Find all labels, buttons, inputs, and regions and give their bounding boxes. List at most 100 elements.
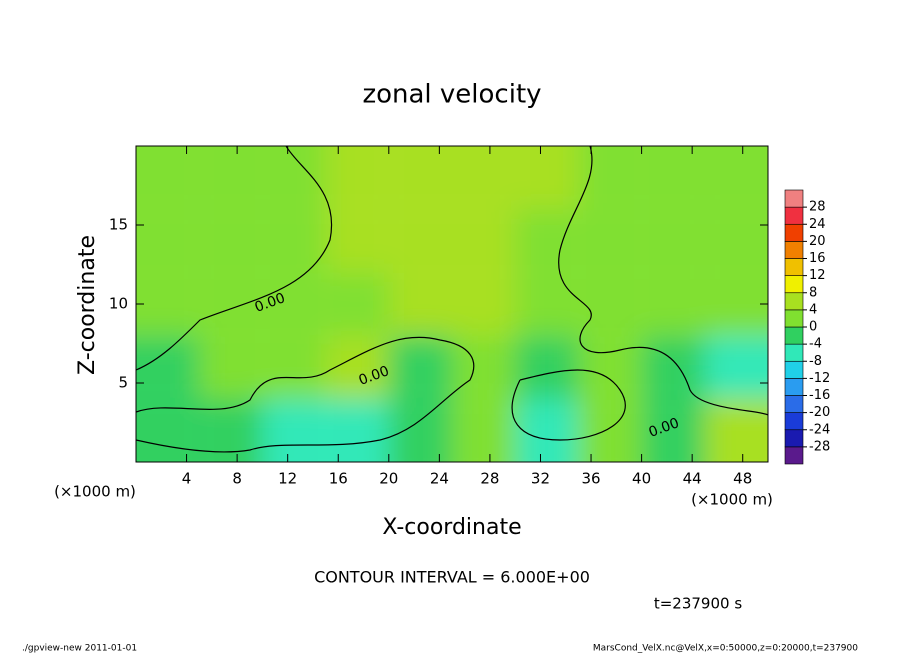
y-tick-label: 15 — [109, 216, 128, 234]
x-tick-label: 40 — [632, 470, 651, 488]
cell — [262, 398, 326, 462]
cell — [515, 272, 579, 336]
cell — [641, 272, 705, 336]
contour-line — [558, 146, 768, 416]
cell — [704, 272, 768, 336]
colorbar-box — [784, 309, 804, 328]
colorbar-box — [784, 378, 804, 396]
colorbar-box — [784, 412, 804, 431]
cell — [641, 398, 705, 462]
colorbar-label: 20 — [809, 234, 826, 249]
colorbar-box — [784, 206, 804, 225]
cell — [199, 209, 263, 273]
y-tick-label: 5 — [118, 374, 128, 392]
cell — [452, 272, 516, 336]
colorbar-label: 12 — [809, 268, 826, 283]
cell — [452, 398, 516, 462]
cell — [325, 146, 389, 210]
x-tick-label: 16 — [329, 470, 348, 488]
field — [136, 146, 768, 462]
chart-title: zonal velocity — [362, 80, 541, 110]
cell — [388, 398, 452, 462]
colorbar-box — [784, 241, 804, 259]
colorbar-label: -24 — [809, 422, 830, 437]
cell — [388, 335, 452, 399]
x-tick-label: 12 — [278, 470, 297, 488]
cell — [325, 209, 389, 273]
cell — [578, 209, 642, 273]
cell — [515, 146, 579, 210]
colorbar-label: -28 — [809, 439, 830, 454]
y-axis-label: Z-coordinate — [75, 235, 100, 375]
cell — [452, 335, 516, 399]
cell — [578, 398, 642, 462]
colorbar-box — [784, 189, 804, 208]
cell — [515, 398, 579, 462]
cell — [704, 335, 768, 399]
x-tick-label: 32 — [531, 470, 550, 488]
colorbar-label: -20 — [809, 405, 830, 420]
colorbar-box — [784, 223, 804, 242]
colorbar-label: 8 — [809, 285, 817, 300]
cell — [199, 146, 263, 210]
cell — [388, 272, 452, 336]
cells — [136, 146, 768, 462]
colorbar-label: 28 — [809, 200, 826, 215]
x-tick-label: 24 — [430, 470, 449, 488]
footer-right: MarsCond_VelX.nc@VelX,x=0:50000,z=0:2000… — [593, 644, 858, 654]
contour-interval: CONTOUR INTERVAL = 6.000E+00 — [314, 568, 590, 587]
cell — [515, 209, 579, 273]
cell — [325, 398, 389, 462]
colorbar-label: 24 — [809, 217, 826, 232]
cell — [641, 209, 705, 273]
cell — [199, 335, 263, 399]
cell — [704, 209, 768, 273]
contour-line — [136, 336, 475, 453]
cell — [262, 272, 326, 336]
cell — [136, 146, 200, 210]
cell — [641, 335, 705, 399]
cell — [578, 335, 642, 399]
cell — [136, 335, 200, 399]
cell — [325, 272, 389, 336]
colorbar-box — [784, 326, 804, 345]
colorbar-label: -16 — [809, 388, 830, 403]
contour-line — [136, 146, 333, 371]
x-tick-label: 28 — [480, 470, 499, 488]
cell — [388, 146, 452, 210]
cell — [136, 209, 200, 273]
colorbar-box — [784, 360, 804, 379]
contour-line — [511, 369, 626, 441]
cell — [262, 209, 326, 273]
x-tick-label: 4 — [182, 470, 192, 488]
cell — [704, 146, 768, 210]
time-label: t=237900 s — [654, 595, 742, 613]
colorbar-label: 16 — [809, 251, 826, 266]
cell — [388, 209, 452, 273]
colorbar-box — [784, 343, 804, 362]
colorbar-label: -8 — [809, 354, 822, 369]
colorbar-label: -12 — [809, 371, 830, 386]
y-unit: (×1000 m) — [54, 483, 136, 501]
colorbar-label: 4 — [809, 302, 817, 317]
cell — [452, 209, 516, 273]
colorbar-box — [784, 258, 804, 276]
colorbar-box — [784, 292, 804, 311]
x-axis-label: X-coordinate — [382, 515, 521, 540]
cell — [452, 146, 516, 210]
x-unit: (×1000 m) — [691, 491, 773, 509]
colorbar-box — [784, 275, 804, 294]
colorbar-box — [784, 429, 804, 448]
cell — [199, 272, 263, 336]
colorbar-label: 0 — [809, 320, 817, 335]
contours — [136, 146, 768, 453]
colorbar-box — [784, 446, 804, 465]
cell — [262, 335, 326, 399]
cell — [262, 146, 326, 210]
x-tick-label: 8 — [232, 470, 242, 488]
cell — [199, 398, 263, 462]
footer-left: ./gpview-new 2011-01-01 — [22, 644, 137, 654]
cell — [136, 272, 200, 336]
cell — [578, 146, 642, 210]
